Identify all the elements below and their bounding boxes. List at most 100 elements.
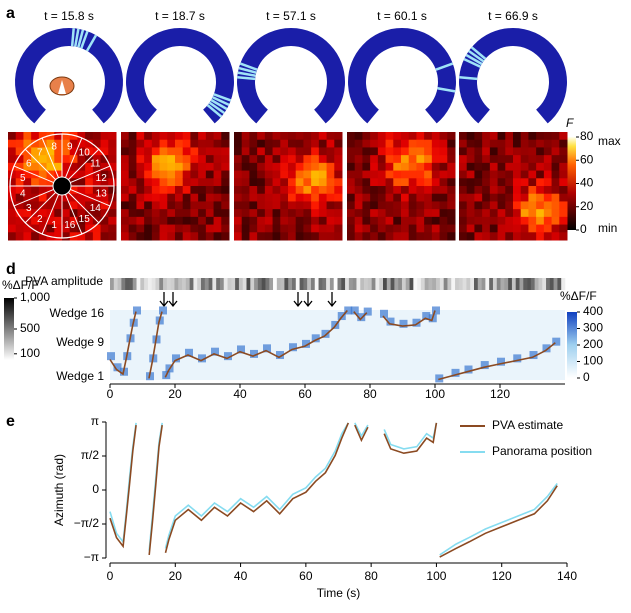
amplitude-strip bbox=[519, 278, 524, 290]
image-pixel bbox=[264, 178, 274, 187]
image-pixel bbox=[385, 139, 394, 148]
image-pixel bbox=[221, 193, 230, 202]
image-pixel bbox=[264, 155, 274, 164]
image-pixel bbox=[401, 193, 410, 202]
image-pixel bbox=[108, 132, 117, 141]
image-pixel bbox=[347, 155, 356, 164]
amplitude-strip bbox=[201, 278, 206, 290]
image-pixel bbox=[543, 193, 553, 202]
colorbar-tick-label: 300 bbox=[583, 321, 603, 335]
panel-label: e bbox=[6, 413, 15, 430]
image-pixel bbox=[159, 132, 168, 141]
image-pixel bbox=[408, 162, 417, 172]
image-pixel bbox=[144, 193, 153, 202]
image-pixel bbox=[167, 209, 176, 218]
image-pixel bbox=[347, 209, 356, 218]
image-pixel bbox=[393, 209, 402, 218]
image-pixel bbox=[416, 178, 425, 187]
image-pixel bbox=[23, 162, 32, 172]
colorbar-tick-label: 20 bbox=[580, 199, 594, 213]
colorbar-title: %ΔF/F bbox=[560, 289, 597, 303]
heatmap-cell bbox=[380, 309, 388, 318]
image-pixel bbox=[536, 132, 545, 141]
amplitude-strip bbox=[193, 278, 198, 290]
image-pixel bbox=[92, 209, 102, 218]
image-pixel bbox=[46, 162, 55, 172]
image-pixel bbox=[497, 132, 506, 141]
image-pixel bbox=[144, 162, 153, 172]
image-pixel bbox=[182, 147, 191, 156]
image-pixel bbox=[280, 139, 289, 148]
image-pixel bbox=[100, 232, 109, 241]
amplitude-strip bbox=[303, 278, 308, 290]
image-pixel bbox=[190, 162, 199, 172]
image-pixel bbox=[431, 139, 441, 148]
image-pixel bbox=[528, 186, 537, 195]
heatmap-cell bbox=[344, 306, 353, 315]
image-pixel bbox=[272, 147, 281, 156]
image-pixel bbox=[559, 193, 568, 202]
image-pixel bbox=[288, 209, 297, 218]
image-pixel bbox=[167, 147, 176, 156]
image-pixel bbox=[62, 232, 71, 241]
image-pixel bbox=[408, 155, 417, 164]
image-pixel bbox=[385, 216, 394, 226]
y-tick-label: −π bbox=[84, 550, 99, 564]
image-pixel bbox=[241, 155, 250, 164]
image-pixel bbox=[401, 139, 410, 148]
image-pixel bbox=[175, 232, 184, 241]
image-pixel bbox=[505, 201, 514, 210]
image-pixel bbox=[213, 162, 222, 172]
colorbar-tick-label: 40 bbox=[580, 176, 594, 190]
image-pixel bbox=[311, 186, 320, 195]
image-pixel bbox=[505, 162, 514, 172]
image-pixel bbox=[424, 132, 433, 141]
heatmap-cell bbox=[311, 334, 320, 343]
x-tick-label: 100 bbox=[425, 387, 445, 401]
wedge-line bbox=[24, 192, 56, 224]
image-pixel bbox=[318, 193, 328, 202]
image-pixel bbox=[295, 132, 304, 141]
image-pixel bbox=[489, 216, 499, 226]
image-pixel bbox=[69, 216, 78, 226]
panorama-stripe bbox=[463, 58, 481, 68]
image-pixel bbox=[303, 147, 312, 156]
heatmap-cell bbox=[422, 312, 431, 321]
image-pixel bbox=[234, 193, 243, 202]
image-pixel bbox=[354, 232, 363, 241]
amplitude-strip bbox=[265, 278, 270, 290]
image-pixel bbox=[100, 201, 109, 210]
image-pixel bbox=[303, 201, 312, 210]
heatmap-cell bbox=[350, 306, 359, 315]
image-pixel bbox=[54, 170, 63, 179]
image-pixel bbox=[513, 147, 522, 156]
image-pixel bbox=[520, 139, 529, 148]
image-pixel bbox=[459, 155, 468, 164]
image-pixel bbox=[136, 186, 145, 195]
image-pixel bbox=[108, 155, 117, 164]
image-pixel bbox=[559, 147, 568, 156]
image-pixel bbox=[318, 170, 328, 179]
image-pixel bbox=[241, 178, 250, 187]
image-pixel bbox=[370, 209, 379, 218]
image-pixel bbox=[347, 170, 356, 179]
image-pixel bbox=[272, 232, 281, 241]
image-pixel bbox=[347, 132, 356, 141]
x-axis-title: Time (s) bbox=[317, 586, 361, 600]
image-pixel bbox=[272, 201, 281, 210]
image-pixel bbox=[151, 178, 161, 187]
amplitude-strip bbox=[280, 278, 285, 290]
image-pixel bbox=[205, 201, 215, 210]
heatmap-cell bbox=[464, 365, 473, 374]
image-pixel bbox=[424, 147, 433, 156]
image-pixel bbox=[559, 209, 568, 218]
heatmap-cell bbox=[321, 329, 330, 338]
image-pixel bbox=[213, 139, 222, 148]
image-pixel bbox=[439, 139, 448, 148]
image-pixel bbox=[505, 178, 514, 187]
image-pixel bbox=[213, 170, 222, 179]
image-pixel bbox=[505, 224, 514, 233]
wedge-line bbox=[68, 148, 100, 180]
image-pixel bbox=[128, 178, 137, 187]
image-pixel bbox=[303, 224, 312, 233]
